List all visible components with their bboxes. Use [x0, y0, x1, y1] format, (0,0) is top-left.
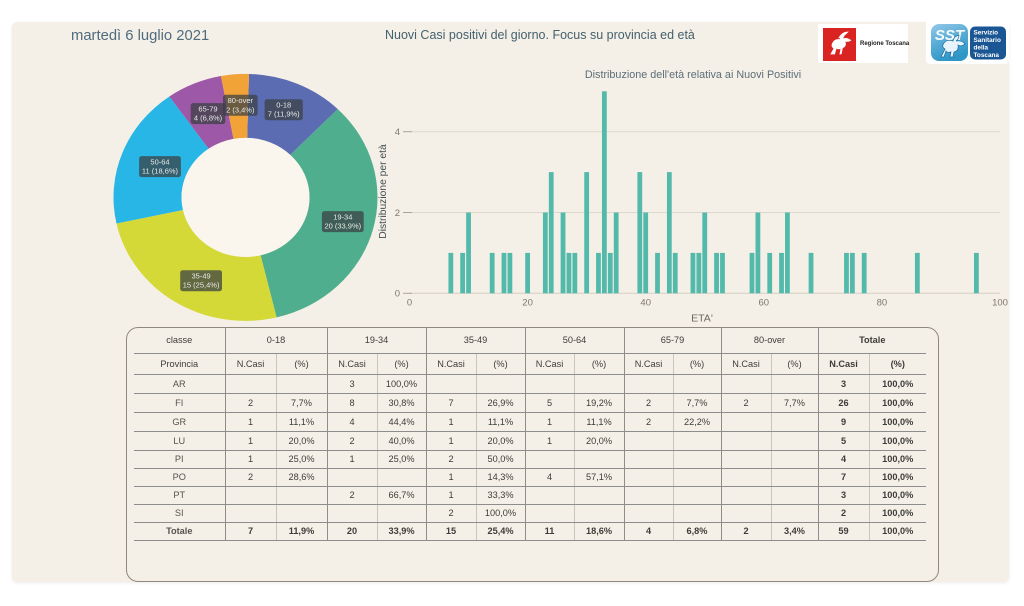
svg-text:Sanitario: Sanitario	[974, 37, 1001, 44]
svg-text:Distribuzione per età: Distribuzione per età	[378, 144, 389, 239]
svg-text:4 (6,8%): 4 (6,8%)	[194, 114, 223, 123]
svg-text:20: 20	[522, 298, 533, 309]
svg-text:ETA': ETA'	[691, 313, 713, 325]
svg-text:50-64: 50-64	[150, 157, 169, 166]
svg-text:80: 80	[877, 298, 888, 309]
svg-text:2: 2	[395, 208, 400, 219]
svg-text:SST: SST	[935, 27, 966, 44]
svg-text:7 (11,9%): 7 (11,9%)	[268, 110, 300, 119]
svg-text:0: 0	[407, 298, 412, 309]
svg-text:0: 0	[395, 289, 400, 300]
svg-text:80-over: 80-over	[228, 96, 254, 105]
svg-text:0-18: 0-18	[276, 101, 291, 110]
svg-text:della: della	[974, 45, 989, 52]
svg-text:11 (18,6%): 11 (18,6%)	[142, 167, 179, 176]
svg-text:15 (25,4%): 15 (25,4%)	[183, 281, 220, 290]
svg-text:60: 60	[759, 298, 770, 309]
svg-text:2 (3,4%): 2 (3,4%)	[226, 105, 255, 114]
svg-text:40: 40	[640, 298, 651, 309]
svg-text:19-34: 19-34	[333, 212, 352, 221]
svg-text:65-79: 65-79	[198, 104, 217, 113]
svg-text:20 (33,9%): 20 (33,9%)	[324, 222, 361, 231]
svg-text:Toscana: Toscana	[974, 52, 1000, 59]
svg-text:4: 4	[395, 127, 400, 138]
svg-text:Distribuzione dell'età relativ: Distribuzione dell'età relativa ai Nuovi…	[585, 69, 801, 81]
svg-text:Servizio: Servizio	[974, 30, 999, 37]
svg-text:100: 100	[992, 298, 1008, 309]
svg-text:35-49: 35-49	[192, 272, 211, 281]
